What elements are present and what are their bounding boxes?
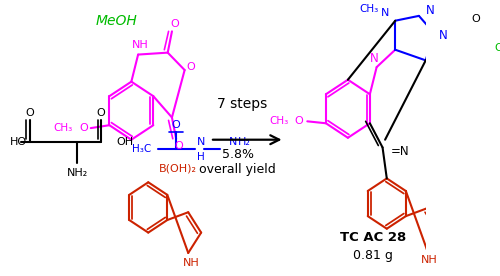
- Text: MeOH: MeOH: [96, 14, 138, 28]
- Text: O: O: [170, 18, 179, 29]
- Text: N: N: [381, 8, 390, 18]
- Text: NH: NH: [132, 40, 148, 50]
- Text: CH₃: CH₃: [270, 116, 288, 126]
- Text: O: O: [294, 116, 303, 126]
- Text: NH₂: NH₂: [66, 168, 88, 177]
- Text: B(OH)₂: B(OH)₂: [158, 164, 196, 174]
- Text: O: O: [494, 43, 500, 53]
- Text: OH: OH: [116, 137, 133, 147]
- Text: O: O: [96, 108, 106, 118]
- Text: CH₃: CH₃: [359, 4, 378, 14]
- Text: O: O: [174, 142, 183, 152]
- Text: N: N: [228, 137, 237, 147]
- Text: NH: NH: [421, 255, 438, 265]
- Text: H: H: [198, 152, 205, 162]
- Text: N: N: [198, 137, 205, 147]
- Text: TC AC 28: TC AC 28: [340, 231, 406, 244]
- Text: =N: =N: [391, 145, 409, 158]
- Text: O: O: [172, 120, 180, 130]
- Text: CH₃: CH₃: [54, 123, 73, 133]
- Text: O: O: [471, 14, 480, 24]
- Text: H₃C: H₃C: [132, 144, 151, 154]
- Text: H₂: H₂: [238, 137, 251, 147]
- Text: 7 steps: 7 steps: [216, 97, 267, 111]
- Text: N: N: [426, 4, 434, 17]
- Text: N: N: [439, 29, 448, 42]
- Text: O: O: [80, 123, 88, 133]
- Text: 0.81 g: 0.81 g: [353, 249, 393, 262]
- Text: HO: HO: [10, 137, 26, 147]
- Text: O: O: [26, 108, 34, 118]
- Text: NH: NH: [182, 258, 199, 268]
- Text: O: O: [186, 62, 195, 72]
- Text: 5.8%
overall yield: 5.8% overall yield: [199, 148, 276, 176]
- Text: N: N: [370, 52, 378, 65]
